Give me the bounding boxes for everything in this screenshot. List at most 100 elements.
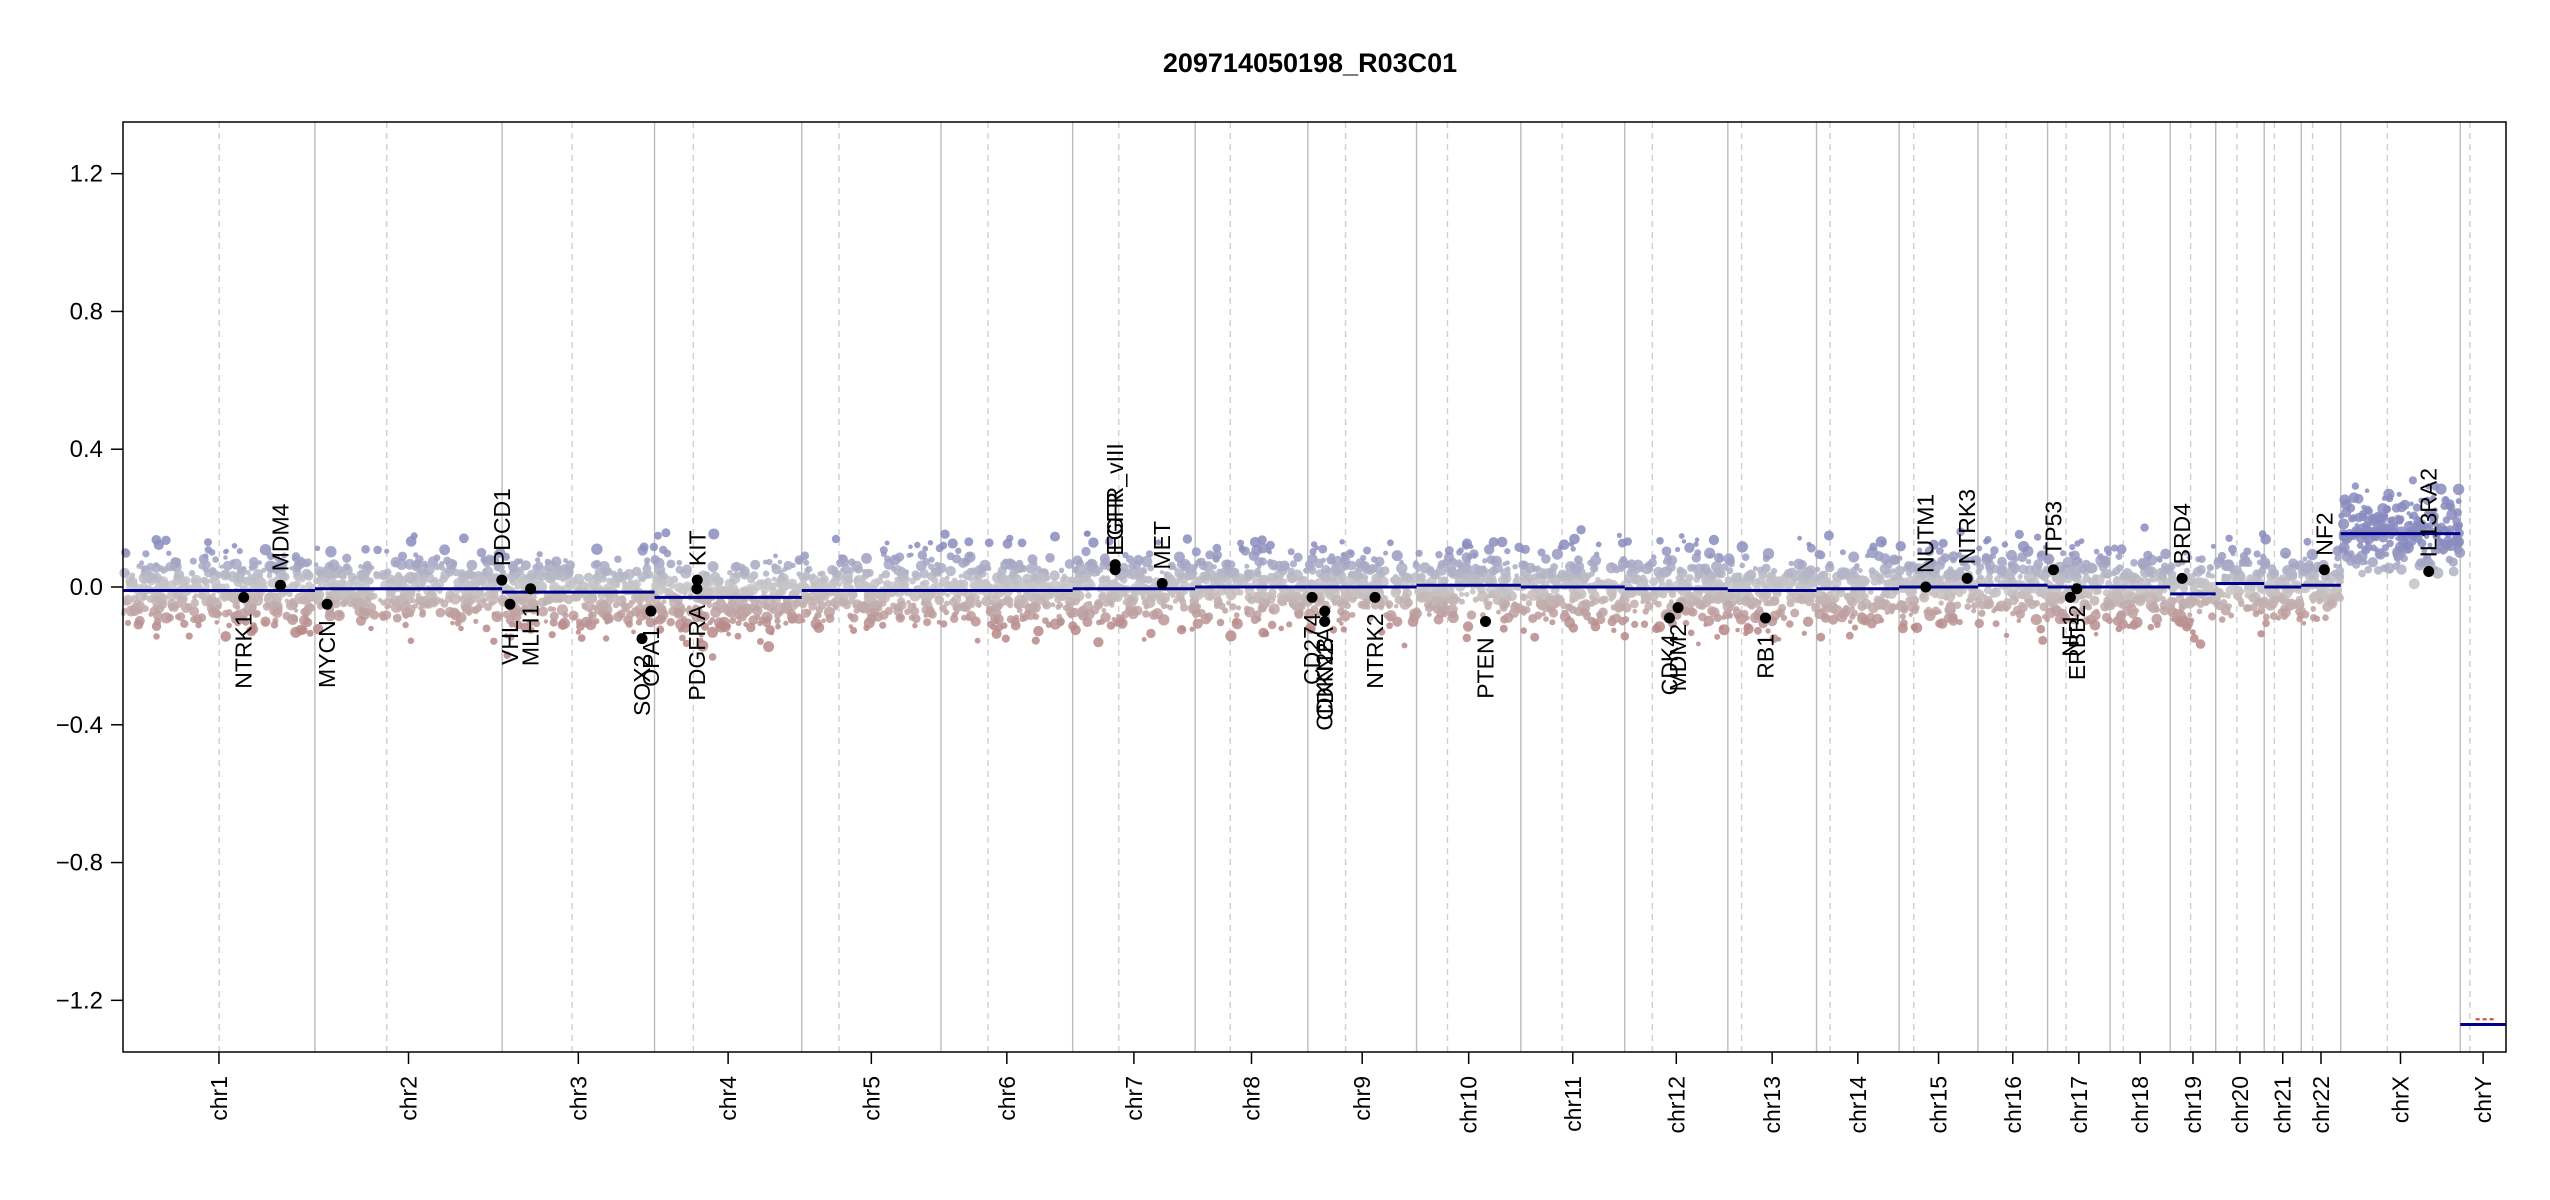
probes-chr7 [1068, 530, 1201, 648]
gene-label-TP53: TP53 [2040, 501, 2066, 556]
gene-label-MDM2: MDM2 [1665, 624, 1691, 692]
x-tick-label-chr18: chr18 [2127, 1076, 2153, 1134]
x-tick-label-chr19: chr19 [2180, 1076, 2206, 1134]
gene-label-MYCN: MYCN [314, 620, 340, 688]
gene-label-PTEN: PTEN [1473, 637, 1499, 698]
gene-point-KIT [691, 574, 703, 586]
probes-chr1 [119, 535, 319, 642]
gene-point-NUTM1 [1920, 581, 1932, 593]
x-tick-label-chrY: chrY [2470, 1076, 2496, 1123]
gene-label-IL13RA2: IL13RA2 [2416, 468, 2442, 558]
x-tick-label-chr21: chr21 [2270, 1076, 2296, 1134]
gene-label-PDGFRA: PDGFRA [684, 604, 710, 701]
gene-label-NTRK1: NTRK1 [231, 613, 257, 688]
gene-label-MDM4: MDM4 [267, 503, 293, 571]
x-tick-label-chr2: chr2 [396, 1076, 422, 1121]
gene-point-PTEN [1480, 615, 1492, 627]
gene-point-VHL [504, 598, 516, 610]
x-tick-label-chr8: chr8 [1238, 1076, 1264, 1121]
gene-label-BRD4: BRD4 [2169, 503, 2195, 565]
x-tick-label-chr9: chr9 [1349, 1076, 1375, 1121]
y-tick-label-6: −1.2 [56, 987, 103, 1014]
x-tick-label-chr7: chr7 [1121, 1076, 1147, 1121]
probes-chr16 [1974, 529, 2052, 645]
x-tick-label-chr1: chr1 [206, 1076, 232, 1121]
x-tick-label-chr11: chr11 [1560, 1076, 1586, 1132]
gene-label-VHL: VHL [497, 620, 523, 665]
gene-point-NTRK1 [238, 591, 250, 603]
gene-label-NTRK3: NTRK3 [1954, 489, 1980, 564]
probes-chr5 [798, 534, 945, 634]
x-tick-label-chr16: chr16 [2000, 1076, 2026, 1134]
gene-point-MDM4 [274, 579, 286, 591]
x-tick-label-chr5: chr5 [858, 1076, 884, 1121]
probe-points [119, 476, 2466, 661]
gene-point-NTRK2 [1369, 591, 1381, 603]
gene-label-NF1: NF1 [2057, 613, 2083, 656]
x-tick-label-chr10: chr10 [1456, 1076, 1482, 1134]
probes-chr11 [1516, 525, 1629, 642]
probes-chr10 [1412, 536, 1524, 643]
y-axis: 1.2 0.8 0.4 0.0 −0.4 −0.8 −1.2 [56, 161, 123, 1014]
gene-label-RB1: RB1 [1752, 634, 1778, 679]
x-tick-label-chr4: chr4 [715, 1076, 741, 1121]
gene-point-MET [1156, 578, 1168, 590]
gene-point-MYCN [321, 598, 333, 610]
chart-title: 209714050198_R03C01 [1163, 48, 1457, 78]
x-tick-label-chrX: chrX [2388, 1076, 2414, 1123]
x-tick-label-chr15: chr15 [1926, 1076, 1952, 1134]
gene-point-TP53 [2047, 564, 2059, 576]
x-tick-label-chr3: chr3 [565, 1076, 591, 1121]
gene-point-PDCD1 [496, 574, 508, 586]
gene-point-MDM2 [1672, 602, 1684, 614]
y-tick-label-3: 0.0 [70, 574, 103, 601]
gene-point-CDK4 [1663, 612, 1675, 624]
gene-label-KIT: KIT [684, 530, 710, 566]
gene-label-SOX2: SOX2 [629, 655, 655, 716]
gene-point-CD274 [1306, 591, 1318, 603]
x-axis: chr1 chr2 chr3 chr4 chr5 chr6 chr7 chr8 chr9 chr1… [206, 1052, 2496, 1134]
gene-point-NF1 [2064, 591, 2076, 603]
probes-chr6 [936, 529, 1077, 645]
probes-chr2 [309, 532, 506, 645]
probes-chr14 [1814, 530, 1903, 642]
gene-point-SOX2 [636, 633, 648, 645]
gene-point-OPA1 [645, 605, 657, 617]
gene-label-CDKN2B: CDKN2B [1312, 637, 1338, 730]
y-tick-label-4: −0.4 [56, 712, 103, 739]
probes-chr21 [2258, 534, 2306, 628]
y-tick-label-1: 0.8 [70, 298, 103, 325]
probes-chrX [2338, 476, 2466, 590]
y-tick-label-5: −0.8 [56, 850, 103, 877]
gene-point-NTRK3 [1961, 572, 1973, 584]
gene-label-NUTM1: NUTM1 [1913, 494, 1939, 573]
gene-label-EGFR: EGFR [1102, 492, 1128, 556]
segment-lines [123, 532, 2506, 1026]
gene-label-MLH1: MLH1 [518, 605, 544, 666]
gene-point-RB1 [1759, 612, 1771, 624]
gene-point-CDKN2B [1319, 615, 1331, 627]
gene-point-PDGFRA [691, 583, 703, 595]
gene-point-IL13RA2 [2423, 566, 2435, 577]
gene-label-ERBB2: ERBB2 [2064, 605, 2090, 680]
x-tick-label-chr17: chr17 [2066, 1076, 2092, 1134]
gene-label-NTRK2: NTRK2 [1362, 613, 1388, 688]
gene-label-MET: MET [1149, 521, 1175, 570]
gene-label-CDK4: CDK4 [1656, 634, 1682, 696]
gene-point-ERBB2 [2071, 583, 2083, 595]
gene-point-NF2 [2318, 564, 2330, 576]
probes-chr17 [2043, 538, 2115, 648]
gene-label-PDCD1: PDCD1 [489, 488, 515, 566]
gene-point-BRD4 [2176, 572, 2188, 584]
probes-chr4 [649, 528, 804, 661]
gene-label-EGFR_vIII: EGFR_vIII [1102, 443, 1128, 550]
gene-point-MLH1 [525, 583, 537, 595]
gene-label-CDKN2A: CDKN2A [1312, 626, 1338, 720]
x-tick-label-chr14: chr14 [1845, 1076, 1871, 1134]
probes-chr18 [2106, 523, 2174, 633]
x-tick-label-chr6: chr6 [994, 1076, 1020, 1121]
gene-point-CDKN2A [1319, 605, 1331, 617]
y-tick-label-2: 0.4 [70, 436, 103, 463]
gene-label-OPA1: OPA1 [638, 627, 664, 687]
